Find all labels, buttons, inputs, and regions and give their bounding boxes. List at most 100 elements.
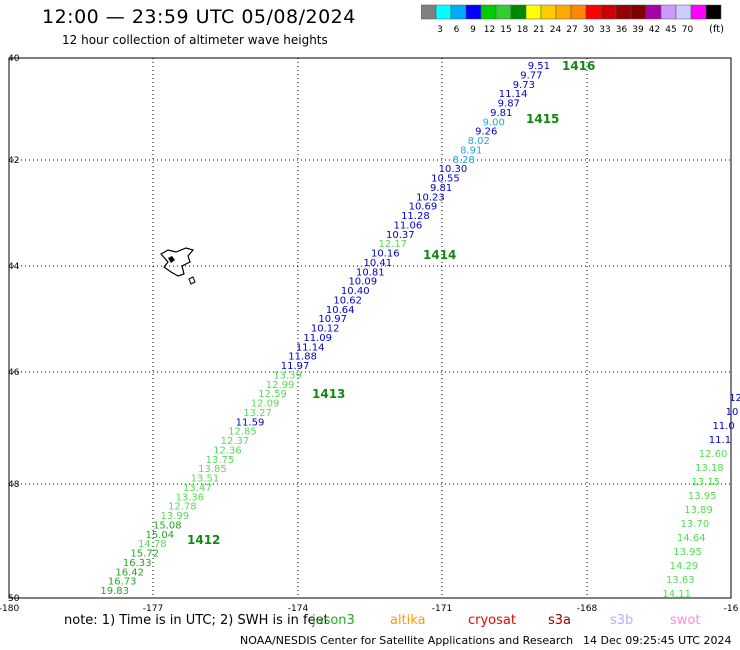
wave-height-value: 14.29 — [670, 561, 699, 572]
island-landmass — [160, 247, 196, 285]
wave-height-value: 12.85 — [228, 427, 257, 438]
wave-height-value: 15.72 — [130, 549, 159, 560]
page-subtitle: 12 hour collection of altimeter wave hei… — [62, 33, 328, 47]
wave-height-value: 16.73 — [108, 577, 137, 588]
legend-swatches — [421, 4, 722, 20]
wave-height-value: 15.04 — [145, 530, 174, 541]
wave-height-value: 13.18 — [695, 463, 724, 474]
wave-height-value: 10.62 — [333, 295, 362, 306]
legend-swatch — [465, 4, 482, 20]
wave-height-value: 13.47 — [183, 483, 212, 494]
pass-time-label: 1412 — [187, 533, 220, 547]
legend-swatch — [525, 4, 542, 20]
wave-height-value: 12 — [729, 393, 740, 404]
legend-swatch — [660, 4, 677, 20]
wave-height-value: 16.42 — [115, 567, 144, 578]
wave-height-value: 10.64 — [326, 305, 355, 316]
wave-height-value: 14.78 — [138, 539, 167, 550]
wave-height-value: 11.14 — [499, 89, 528, 100]
legend-swatch — [705, 4, 722, 20]
wave-height-value: 12.37 — [221, 436, 250, 447]
map-grid — [8, 57, 732, 599]
wave-height-value: 11.97 — [281, 361, 310, 372]
wave-height-value: 13.75 — [206, 455, 235, 466]
wave-height-value: 10.09 — [348, 277, 377, 288]
legend-swatch — [555, 4, 572, 20]
wave-height-value: 9.26 — [475, 127, 497, 138]
wave-height-value: 13.15 — [692, 477, 721, 488]
altimeter-track-edge: 12 10 11.0 11.1 12.60 13.18 13.15 13.95 13.89 13.… — [662, 393, 740, 600]
wave-height-value: 11.88 — [288, 352, 317, 363]
wave-height-value: 15.08 — [153, 520, 182, 531]
legend-tick-label: 36 — [616, 25, 628, 35]
legend-tick-label: 18 — [517, 25, 529, 35]
wave-height-value: 10.16 — [371, 249, 400, 260]
wave-height-value: 13.85 — [198, 464, 227, 475]
wave-height-value: 10.40 — [341, 286, 370, 297]
sat-altika: altika — [390, 613, 426, 628]
wave-height-value: 10.12 — [311, 324, 340, 335]
pass-time-label: 1416 — [562, 59, 595, 73]
lat-tick-label: 48 — [8, 480, 20, 490]
wave-height-value: 13.63 — [666, 575, 695, 586]
lat-tick-label: 46 — [8, 368, 20, 378]
legend-swatch — [615, 4, 632, 20]
lon-tick-label: -171 — [432, 604, 452, 614]
legend-ticks: 3 6 9 12 15 18 21 24 27 30 33 36 39 42 45 70 — [437, 25, 693, 35]
legend-tick-label: 21 — [533, 25, 544, 35]
wave-height-value: 12.99 — [266, 380, 295, 391]
lon-tick-label: -177 — [143, 604, 163, 614]
wave-height-value: 9.51 — [528, 61, 550, 72]
legend-swatch — [435, 4, 452, 20]
lon-tick-label: -174 — [288, 604, 309, 614]
legend-tick-label: 30 — [583, 25, 595, 35]
wave-height-value: 11.28 — [401, 211, 430, 222]
legend-swatch — [600, 4, 617, 20]
wave-height-value: 13.89 — [684, 505, 713, 516]
wave-height-value: 10.69 — [409, 202, 438, 213]
wave-height-value: 10.23 — [416, 192, 445, 203]
wave-height-value: 12.09 — [251, 399, 280, 410]
lat-tick-label: 42 — [8, 156, 19, 166]
legend-swatch — [690, 4, 707, 20]
color-legend: 3 6 9 12 15 18 21 24 27 30 33 36 39 42 45 70 (ft) — [421, 4, 724, 35]
wave-height-value: 13.95 — [673, 547, 702, 558]
lon-tick-label: -168 — [577, 604, 598, 614]
legend-unit: (ft) — [709, 24, 724, 35]
lon-tick-label: -16 — [724, 604, 739, 614]
lat-tick-label: 40 — [8, 54, 20, 64]
wave-height-value: 8.91 — [460, 145, 482, 156]
legend-tick-label: 9 — [470, 25, 476, 35]
wave-height-value: 12.59 — [258, 389, 287, 400]
legend-tick-label: 24 — [550, 25, 562, 35]
legend-swatch — [675, 4, 692, 20]
sat-swot: swot — [670, 613, 701, 628]
jason3-label: jason3 — [312, 613, 355, 628]
wave-height-value: 13.70 — [681, 519, 710, 530]
wave-height-value: 9.81 — [430, 183, 452, 194]
wave-height-value: 10 — [726, 407, 739, 418]
pass-time-label: 1413 — [312, 387, 345, 401]
wave-height-value: 9.00 — [483, 117, 505, 128]
legend-tick-label: 3 — [437, 25, 443, 35]
legend-swatch — [495, 4, 512, 20]
wave-height-value: 9.73 — [513, 80, 535, 91]
jason3-overlay: jason3 — [312, 613, 355, 628]
legend-swatch — [510, 4, 527, 20]
wave-height-value: 19.83 — [100, 586, 129, 597]
axis-labels: -180 -177 -174 -171 -168 -16 40 42 44 46 48 50 — [0, 54, 739, 614]
wave-height-value: 13.36 — [176, 492, 205, 503]
wave-height-value: 11.14 — [296, 342, 325, 353]
wave-height-value: 10.97 — [318, 314, 347, 325]
wave-height-value: 11.09 — [303, 333, 332, 344]
legend-swatch — [570, 4, 587, 20]
wave-height-value: 12.17 — [379, 239, 408, 250]
legend-tick-label: 45 — [665, 25, 676, 35]
legend-swatch — [540, 4, 557, 20]
note-row: note: 1) Time is in UTC; 2) SWH is in fe… — [64, 613, 329, 628]
wave-height-value: 13.39 — [273, 370, 302, 381]
legend-tick-label: 33 — [599, 25, 610, 35]
wave-height-value: 13.51 — [191, 474, 220, 485]
legend-swatch — [585, 4, 602, 20]
lat-tick-label: 44 — [8, 262, 20, 272]
